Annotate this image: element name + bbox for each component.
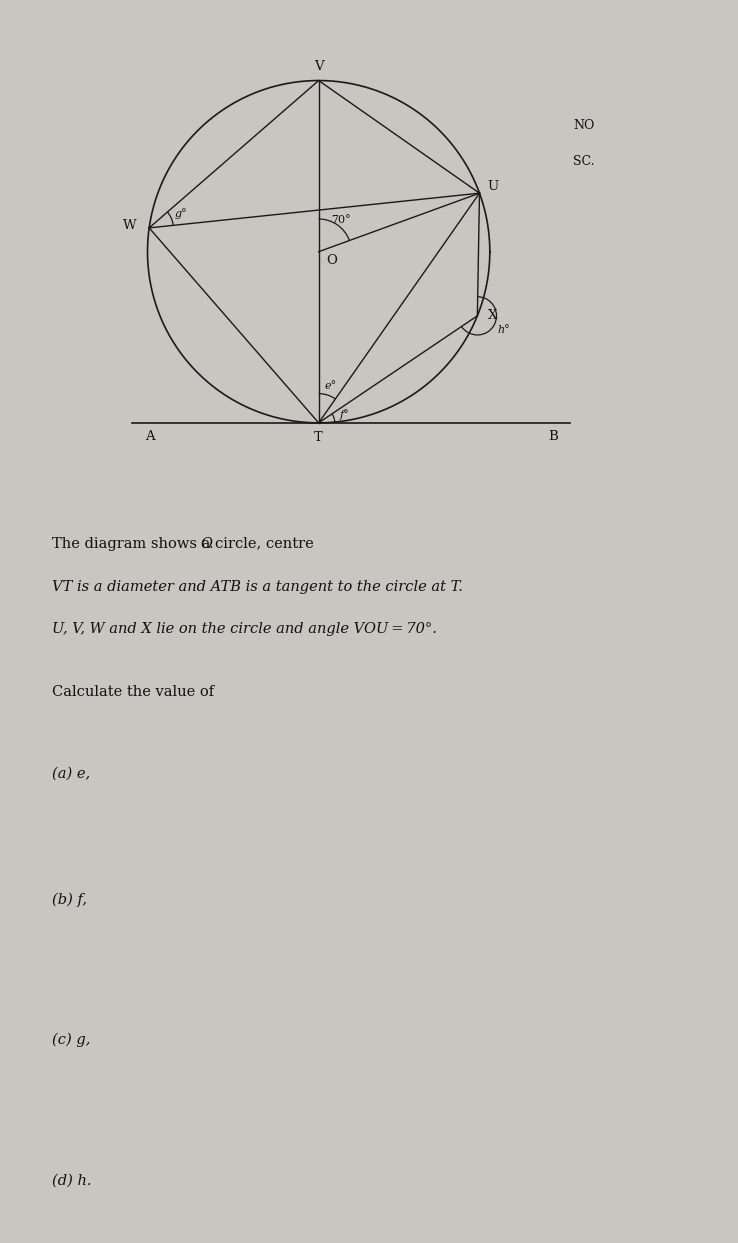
- Text: h°: h°: [497, 326, 510, 336]
- Text: A: A: [145, 430, 155, 444]
- Text: SC.: SC.: [573, 154, 594, 168]
- Text: U: U: [487, 180, 498, 193]
- Text: (a) e,: (a) e,: [52, 767, 90, 781]
- Text: (d) h.: (d) h.: [52, 1173, 92, 1187]
- Text: (c) g,: (c) g,: [52, 1033, 90, 1048]
- Text: O: O: [325, 255, 337, 267]
- Text: f°: f°: [339, 409, 350, 420]
- Text: 70°: 70°: [331, 215, 351, 225]
- Text: U, V, W and X lie on the circle and angle VOU = 70°.: U, V, W and X lie on the circle and angl…: [52, 623, 437, 636]
- Text: Calculate the value of: Calculate the value of: [52, 685, 214, 700]
- Text: g°: g°: [175, 209, 188, 219]
- Text: NO: NO: [573, 119, 594, 132]
- Text: .: .: [209, 537, 214, 551]
- Text: (b) f,: (b) f,: [52, 892, 86, 907]
- Text: VT is a diameter and ATB is a tangent to the circle at T.: VT is a diameter and ATB is a tangent to…: [52, 579, 463, 594]
- Text: W: W: [123, 219, 137, 232]
- Text: The diagram shows a circle, centre: The diagram shows a circle, centre: [52, 537, 318, 551]
- Text: e°: e°: [324, 382, 337, 392]
- Text: V: V: [314, 60, 323, 73]
- Text: X: X: [488, 310, 497, 322]
- Text: T: T: [314, 431, 323, 445]
- Text: O: O: [200, 537, 213, 551]
- Text: B: B: [548, 430, 558, 444]
